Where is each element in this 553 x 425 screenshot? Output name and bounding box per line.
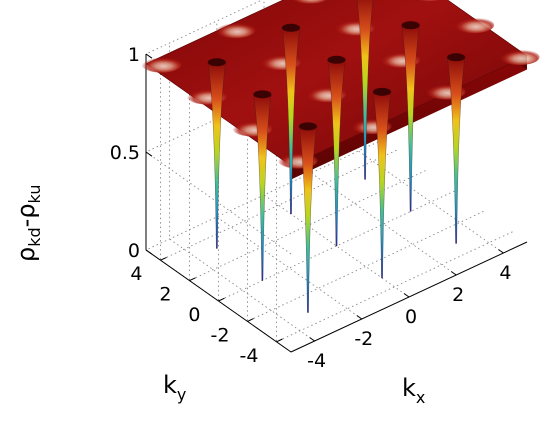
x-tick-label: 4 [499, 262, 511, 284]
y-tick-label: 4 [130, 263, 142, 285]
surface-dip [356, 0, 374, 180]
surface-dip-opening [447, 53, 466, 62]
surface-bowl-highlight [418, 0, 439, 2]
y-tick-label: 2 [159, 284, 171, 306]
grid-line-y [276, 145, 513, 343]
z-tick-mark [145, 249, 153, 255]
x-tick-mark [450, 271, 457, 276]
surface-bowl-highlight [454, 17, 495, 34]
grid-line-x [263, 0, 410, 298]
x-tick-label: 2 [452, 284, 464, 306]
surface-dip-opening [298, 122, 317, 131]
surface-dip-opening [401, 21, 420, 30]
grid-line-y [218, 105, 455, 302]
y-axis-label: ky [163, 371, 186, 404]
x-tick-mark [403, 293, 410, 298]
y-tick-mark [276, 338, 283, 343]
grid-line-z [145, 41, 383, 255]
y-tick-mark [218, 297, 225, 302]
surface-dip [446, 57, 466, 244]
axes-frame [145, 53, 528, 353]
grid-line-x [216, 21, 363, 320]
surface-bowl-highlight [215, 22, 256, 39]
surface-bowl-highlight [292, 0, 327, 4]
grid-line-y [189, 84, 426, 282]
surface-dip [207, 62, 227, 249]
surface-dip-opening [207, 58, 226, 67]
x-axis-label: kx [402, 374, 425, 407]
x-tick-label: -2 [354, 328, 373, 350]
surface-bowl-highlight [141, 56, 182, 73]
z-tick-mark [145, 53, 153, 59]
surface-dip-opening [281, 23, 300, 32]
x-tick-label: 0 [405, 306, 417, 328]
grid-line-x [169, 43, 315, 342]
x-tick-mark [356, 315, 363, 320]
z-axis-label: ρkd-ρku [12, 185, 44, 262]
grid-line-y [247, 125, 484, 323]
x-tick-mark [498, 249, 504, 254]
surface-dip-opening [253, 90, 272, 99]
z-tick-mark [145, 151, 153, 157]
surface-dip [401, 25, 420, 212]
axis-labels: ρkd-ρku ky kx [12, 185, 425, 407]
grid-line-x [310, 0, 457, 276]
surface-dip-opening [327, 55, 346, 64]
y-tick-mark [247, 318, 254, 322]
x-tick-mark [309, 337, 315, 342]
surface-dip-opening [373, 87, 392, 96]
y-tick-mark [189, 277, 196, 282]
surface-mesh [141, 0, 540, 313]
surface-dip [281, 27, 301, 215]
y-tick-label: -2 [211, 324, 230, 346]
y-tick-label: -4 [240, 345, 259, 367]
surface-dip [327, 59, 346, 247]
surface-dip [372, 91, 392, 279]
surface-bowl-highlight [499, 49, 540, 66]
x-tick-label: -4 [307, 350, 326, 372]
y-tick-mark [160, 256, 167, 261]
z-tick-label: 0 [128, 240, 140, 262]
surface-dip [298, 126, 318, 313]
surface-dip [253, 94, 272, 281]
y-tick-label: 0 [188, 304, 200, 326]
z-tick-label: 1 [128, 44, 140, 66]
grid-line-y [160, 64, 397, 261]
z-tick-label: 0.5 [110, 142, 140, 164]
